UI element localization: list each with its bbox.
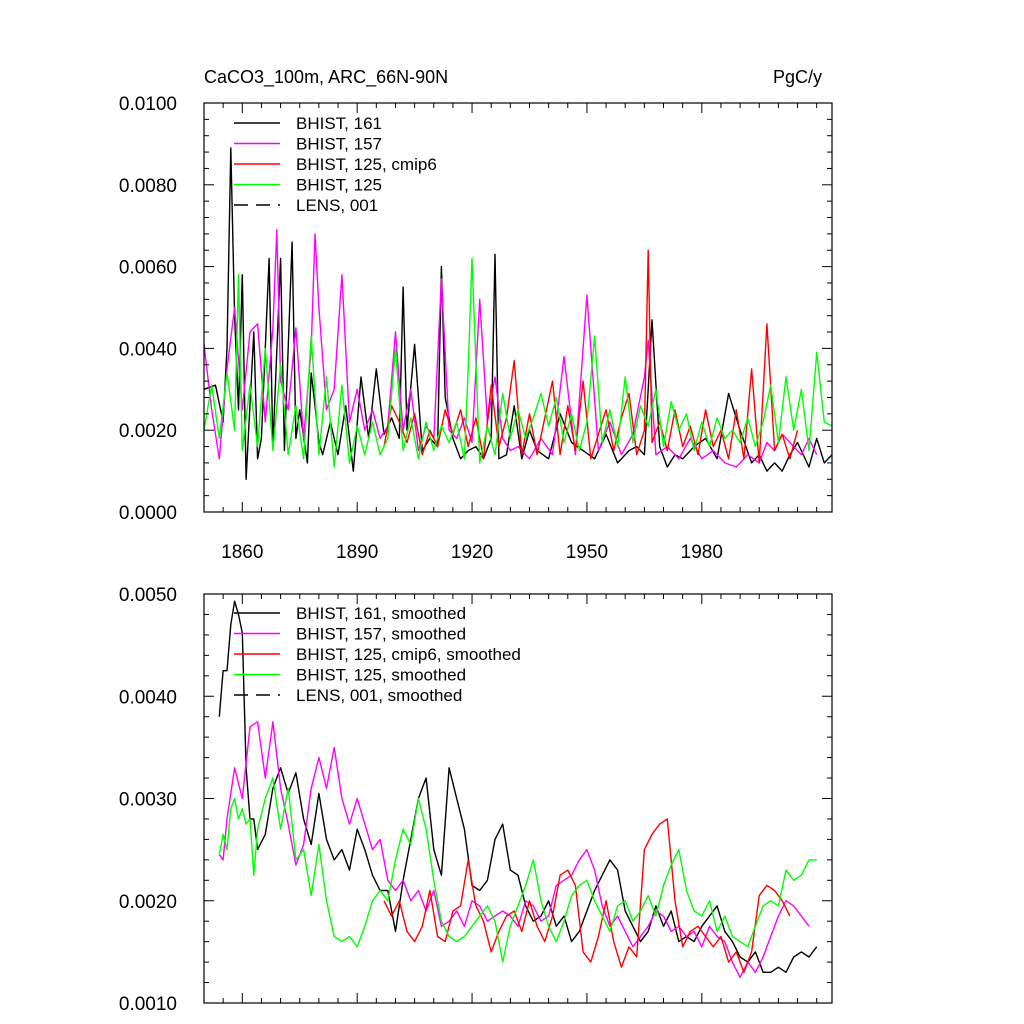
top-series-line-1 xyxy=(204,229,818,468)
bottom-series-line-0 xyxy=(218,600,818,973)
bottom-y-tick-label-0: 0.0010 xyxy=(119,994,177,1015)
top-legend-label-2: BHIST, 125, cmip6 xyxy=(296,155,437,174)
top-legend-label-0: BHIST, 161 xyxy=(296,114,382,133)
top-x-tick-label-1: 1890 xyxy=(336,542,378,563)
top-x-tick-label-0: 1860 xyxy=(221,542,263,563)
top-y-tick-label-1: 0.0020 xyxy=(119,421,177,442)
bottom-series-line-2 xyxy=(383,818,791,973)
bottom-y-tick-label-4: 0.0050 xyxy=(119,585,177,606)
bottom-legend: BHIST, 161, smoothed BHIST, 157, smoothed… xyxy=(234,604,521,705)
bottom-chart-panel: 0.0010 0.0020 0.0030 0.0040 0.0050 BHIST, 161… xyxy=(119,585,833,1015)
top-legend-label-3: BHIST, 125 xyxy=(296,176,382,195)
top-legend-label-4: LENS, 001 xyxy=(296,196,378,215)
bottom-series-line-1 xyxy=(218,721,810,979)
bottom-y-tick-label-2: 0.0030 xyxy=(119,790,177,811)
top-x-tick-label-2: 1920 xyxy=(451,542,493,563)
top-series-group xyxy=(204,147,832,480)
top-series-line-0 xyxy=(204,147,832,480)
top-y-tick-label-4: 0.0080 xyxy=(119,176,177,197)
bottom-legend-label-3: BHIST, 125, smoothed xyxy=(296,666,466,685)
bottom-legend-label-0: BHIST, 161, smoothed xyxy=(296,604,466,623)
bottom-y-tick-label-1: 0.0020 xyxy=(119,892,177,913)
top-series-line-3 xyxy=(204,257,832,468)
bottom-legend-label-4: LENS, 001, smoothed xyxy=(296,686,462,705)
top-y-tick-label-2: 0.0040 xyxy=(119,339,177,360)
top-x-tick-label-3: 1950 xyxy=(566,542,608,563)
bottom-legend-label-1: BHIST, 157, smoothed xyxy=(296,625,466,644)
bottom-series-line-3 xyxy=(218,777,817,963)
top-chart-units: PgC/y xyxy=(773,67,822,87)
top-y-tick-label-5: 0.0100 xyxy=(119,94,177,115)
top-x-tick-label-4: 1980 xyxy=(681,542,723,563)
top-y-tick-label-0: 0.0000 xyxy=(119,503,177,524)
top-plot-frame xyxy=(203,102,833,513)
top-legend-label-1: BHIST, 157 xyxy=(296,135,382,154)
bottom-legend-label-2: BHIST, 125, cmip6, smoothed xyxy=(296,645,521,664)
top-chart-title: CaCO3_100m, ARC_66N-90N xyxy=(204,67,448,88)
bottom-series-group xyxy=(218,600,818,979)
bottom-y-tick-label-3: 0.0040 xyxy=(119,687,177,708)
top-chart-panel: CaCO3_100m, ARC_66N-90N PgC/y 1860 1890 19… xyxy=(119,67,833,563)
top-y-tick-label-3: 0.0060 xyxy=(119,258,177,279)
